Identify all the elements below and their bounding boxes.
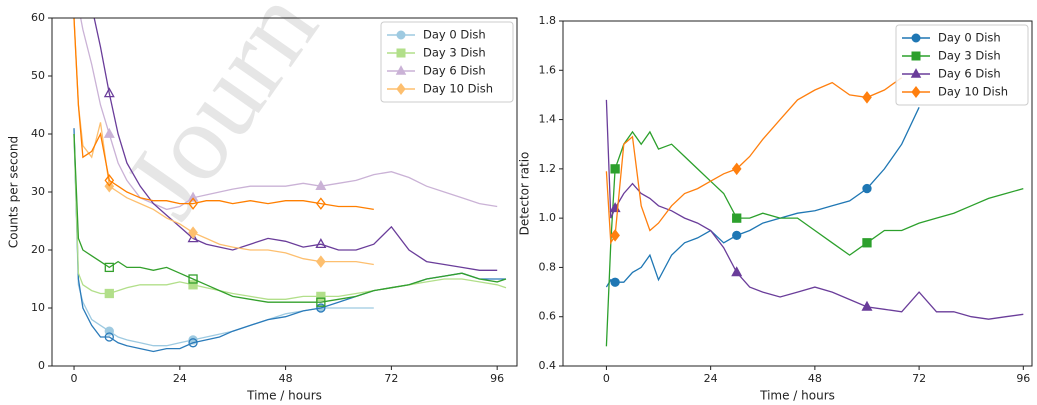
marker	[731, 162, 742, 176]
series-line	[605, 130, 1024, 347]
series-line	[73, 18, 374, 211]
x-tick-label: 24	[173, 372, 187, 385]
marker	[610, 277, 620, 287]
y-tick-label: 0	[38, 359, 45, 372]
plot-area	[605, 77, 1024, 347]
x-tick-label: 0	[71, 372, 78, 385]
y-tick-label: 0.4	[539, 359, 557, 372]
y-tick-label: 0.6	[539, 310, 557, 323]
legend-label: Day 6 Dish	[423, 64, 486, 78]
marker	[610, 229, 620, 242]
marker	[315, 180, 327, 191]
legend-marker	[911, 51, 921, 61]
marker	[862, 91, 872, 104]
series-line	[605, 99, 1024, 320]
marker	[104, 332, 114, 342]
legend-marker	[911, 85, 921, 99]
y-tick-label: 50	[31, 69, 45, 82]
plot-area	[73, 18, 507, 353]
legend-label: Day 6 Dish	[938, 67, 1001, 81]
marker	[316, 303, 326, 313]
legend-marker	[396, 82, 406, 96]
marker	[861, 300, 873, 311]
y-tick-label: 30	[31, 185, 45, 198]
y-tick-label: 40	[31, 127, 45, 140]
x-tick-label: 96	[490, 372, 504, 385]
legend-label: Day 0 Dish	[938, 31, 1001, 45]
y-axis-label: Counts per second	[7, 136, 21, 248]
y-tick-label: 10	[31, 301, 45, 314]
marker	[104, 288, 114, 299]
marker	[188, 280, 198, 290]
legend-marker	[396, 30, 406, 40]
marker	[188, 197, 198, 210]
x-tick-label: 72	[912, 372, 926, 385]
y-tick-label: 1.8	[539, 14, 557, 27]
marker	[188, 338, 198, 348]
y-tick-label: 60	[31, 11, 45, 24]
marker	[862, 238, 872, 248]
legend-label: Day 0 Dish	[423, 28, 486, 42]
legend-box	[895, 24, 1029, 106]
x-tick-label: 24	[704, 372, 718, 385]
marker	[732, 230, 742, 241]
marker	[316, 255, 326, 268]
series-line	[605, 107, 920, 288]
marker	[732, 213, 742, 223]
marker	[188, 226, 198, 239]
legend-marker	[395, 65, 407, 75]
marker	[316, 297, 326, 307]
series-line	[73, 133, 507, 303]
x-tick-label: 0	[603, 372, 610, 385]
marker	[104, 174, 115, 187]
y-axis-label: Detector ratio	[518, 152, 532, 236]
legend-label: Day 10 Dish	[938, 85, 1008, 99]
y-tick-label: 1.2	[539, 162, 557, 175]
marker	[316, 197, 326, 210]
x-tick-label: 48	[808, 372, 822, 385]
legend-label: Day 3 Dish	[938, 49, 1001, 63]
legend-label: Day 10 Dish	[423, 82, 493, 96]
x-tick-label: 48	[279, 372, 293, 385]
x-axis-label: Time / hours	[759, 389, 835, 403]
x-axis-label: Time / hours	[246, 389, 322, 403]
series-line	[73, 18, 374, 266]
legend-marker	[910, 68, 922, 78]
marker	[316, 291, 326, 302]
marker	[731, 266, 743, 277]
legend-marker	[911, 33, 921, 43]
y-tick-label: 1.4	[539, 113, 557, 126]
marker	[610, 164, 620, 174]
marker	[862, 183, 872, 194]
axes-frame	[51, 17, 518, 367]
legend-box	[380, 21, 514, 103]
y-tick-label: 1.6	[539, 63, 557, 76]
x-tick-label: 72	[384, 372, 398, 385]
marker	[103, 127, 115, 138]
series-line	[93, 18, 498, 271]
marker	[104, 262, 114, 273]
marker	[187, 191, 199, 202]
series-line	[605, 77, 903, 245]
legend-label: Day 3 Dish	[423, 46, 486, 60]
marker	[188, 274, 198, 284]
axes-frame	[562, 20, 1033, 367]
y-tick-label: 20	[31, 243, 45, 256]
y-tick-label: 1.0	[539, 211, 557, 224]
marker	[187, 232, 199, 243]
x-tick-label: 96	[1016, 372, 1030, 385]
legend-marker	[396, 48, 406, 58]
marker	[103, 87, 115, 98]
marker	[315, 238, 327, 249]
y-tick-label: 0.8	[539, 260, 557, 273]
